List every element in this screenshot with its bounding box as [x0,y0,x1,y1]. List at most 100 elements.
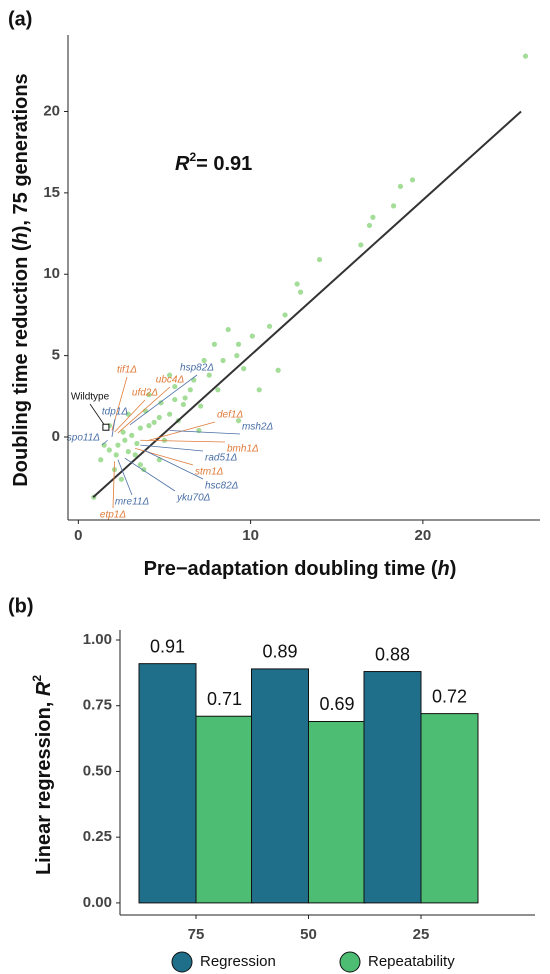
gene-label: yku70Δ [176,493,211,504]
bar [363,671,422,904]
legend-label: Repeatability [368,953,455,970]
point [234,353,240,359]
value-label: 0.72 [432,686,467,706]
gene-leader [117,386,171,434]
legend-label: Regression [200,953,276,970]
legend-swatch [339,951,361,973]
point [120,429,126,435]
y-tick-label: 0.25 [83,828,112,845]
gene-leader [129,374,198,426]
point [370,214,376,220]
point [118,476,125,482]
point [141,466,147,473]
y-tick-label: 15 [43,184,60,201]
point [113,452,119,458]
gene-label: ufd2Δ [132,388,158,399]
point [235,418,242,424]
point [180,401,187,408]
point [161,437,168,443]
value-label: 0.88 [375,644,410,664]
point [220,357,226,364]
point [122,437,128,443]
point [137,425,143,431]
y-tick-label: 20 [43,102,60,119]
gene-label: tdp1Δ [102,407,128,418]
gene-label: hsp82Δ [180,363,214,374]
gene-leader [101,439,108,446]
point [297,289,304,295]
point [151,419,157,425]
r2-base: R [175,153,190,175]
gene-leader [169,430,241,435]
point [191,377,197,383]
y-tick-label: 5 [52,347,60,364]
point [129,432,135,438]
y-tick-label: 0.75 [83,697,112,714]
gene-label: ubc4Δ [156,375,185,386]
point [198,403,204,409]
gene-leader [117,459,133,496]
point [172,396,178,403]
bar [308,720,366,904]
x-tick-label: 10 [242,527,259,544]
point [106,447,112,453]
gene-leader [89,403,107,428]
point [125,449,131,455]
panel-label: (a) [8,8,32,30]
point [125,411,131,417]
point [266,323,273,329]
gene-label: spo11Δ [67,433,101,444]
point [167,372,173,378]
x-axis-title-part: Pre−adaptation doubling time ( [144,558,438,580]
value-label: 0.91 [150,636,185,656]
value-label: 0.89 [262,642,297,662]
r2-rest: = 0.91 [196,153,252,175]
gene-label: stm1Δ [195,467,224,478]
point [158,400,164,406]
point [294,281,300,287]
gene-label: etp1Δ [100,510,126,521]
gene-leader [124,457,176,492]
point [156,414,162,421]
bar [195,715,254,904]
point [146,392,152,398]
point [249,333,255,339]
gene-leader [140,439,226,443]
point [187,387,193,393]
y-tick-label: 0.00 [83,894,112,911]
x-axis-title-part: ) [450,558,457,580]
point [172,383,178,390]
point [522,53,529,59]
gene-label: hsc82Δ [205,481,239,492]
panel-label: (b) [8,595,34,617]
gene-leader [114,399,146,433]
y-axis-title: Doubling time reduction (h), 75 generati… [10,73,32,486]
point [275,367,281,373]
point [182,395,188,401]
y-axis-title-part: ), 75 generations [10,73,32,232]
y-tick-label: 0.50 [83,762,112,779]
point [98,457,104,463]
point [235,341,242,347]
value-label: 0.69 [319,694,354,714]
gene-leader [111,418,116,438]
y-tick-label: 10 [43,265,60,282]
gene-label: Wildtype [71,392,110,403]
point [397,183,404,189]
gene-label: rad51Δ [205,453,238,464]
point [409,177,416,183]
x-axis-title-part: h [438,558,450,580]
gene-label: mre11Δ [115,497,150,508]
bar [138,663,197,904]
x-tick-label: 25 [413,926,430,943]
x-tick-label: 20 [415,527,432,544]
gene-leader [143,449,204,480]
y-tick-label: 0 [52,428,60,445]
x-tick-label: 75 [188,926,205,943]
x-axis-title: Pre−adaptation doubling time (h) [144,558,457,580]
regression-line [92,110,522,498]
r2-annotation: R2= 0.91 [175,150,252,175]
gene-label: tif1Δ [117,365,137,376]
gene-leader [112,461,115,509]
